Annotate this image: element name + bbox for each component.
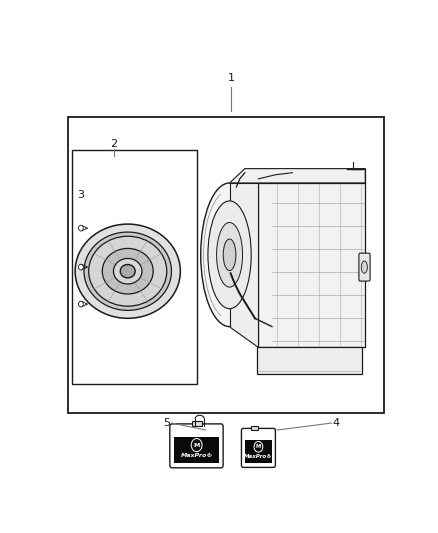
FancyBboxPatch shape: [170, 424, 223, 468]
FancyBboxPatch shape: [174, 438, 219, 463]
Text: MaxPro®: MaxPro®: [180, 453, 213, 458]
Ellipse shape: [84, 232, 171, 310]
FancyBboxPatch shape: [251, 425, 258, 431]
Circle shape: [78, 264, 83, 270]
Polygon shape: [230, 168, 365, 183]
Polygon shape: [230, 183, 258, 347]
Circle shape: [191, 439, 202, 451]
FancyBboxPatch shape: [72, 150, 197, 384]
Ellipse shape: [223, 239, 236, 271]
Ellipse shape: [102, 248, 153, 294]
Text: 1: 1: [228, 74, 235, 83]
FancyBboxPatch shape: [245, 440, 272, 463]
Ellipse shape: [88, 236, 167, 306]
Ellipse shape: [208, 201, 251, 309]
Ellipse shape: [361, 261, 367, 273]
Text: MaxPro®: MaxPro®: [244, 454, 273, 459]
Circle shape: [78, 301, 83, 307]
FancyBboxPatch shape: [258, 183, 365, 347]
FancyBboxPatch shape: [241, 429, 276, 467]
Ellipse shape: [201, 183, 258, 327]
Polygon shape: [257, 347, 362, 374]
Text: M: M: [256, 445, 261, 449]
FancyBboxPatch shape: [359, 253, 370, 281]
Text: 3: 3: [77, 190, 84, 200]
Circle shape: [254, 441, 263, 452]
Ellipse shape: [113, 259, 142, 284]
Ellipse shape: [216, 222, 243, 287]
Text: 2: 2: [110, 139, 118, 149]
Text: 4: 4: [333, 418, 340, 428]
FancyBboxPatch shape: [68, 117, 384, 413]
Ellipse shape: [75, 224, 180, 318]
Text: M: M: [194, 442, 200, 448]
Circle shape: [78, 225, 83, 231]
FancyBboxPatch shape: [192, 421, 202, 426]
Text: 5: 5: [163, 418, 170, 428]
Ellipse shape: [120, 264, 135, 278]
